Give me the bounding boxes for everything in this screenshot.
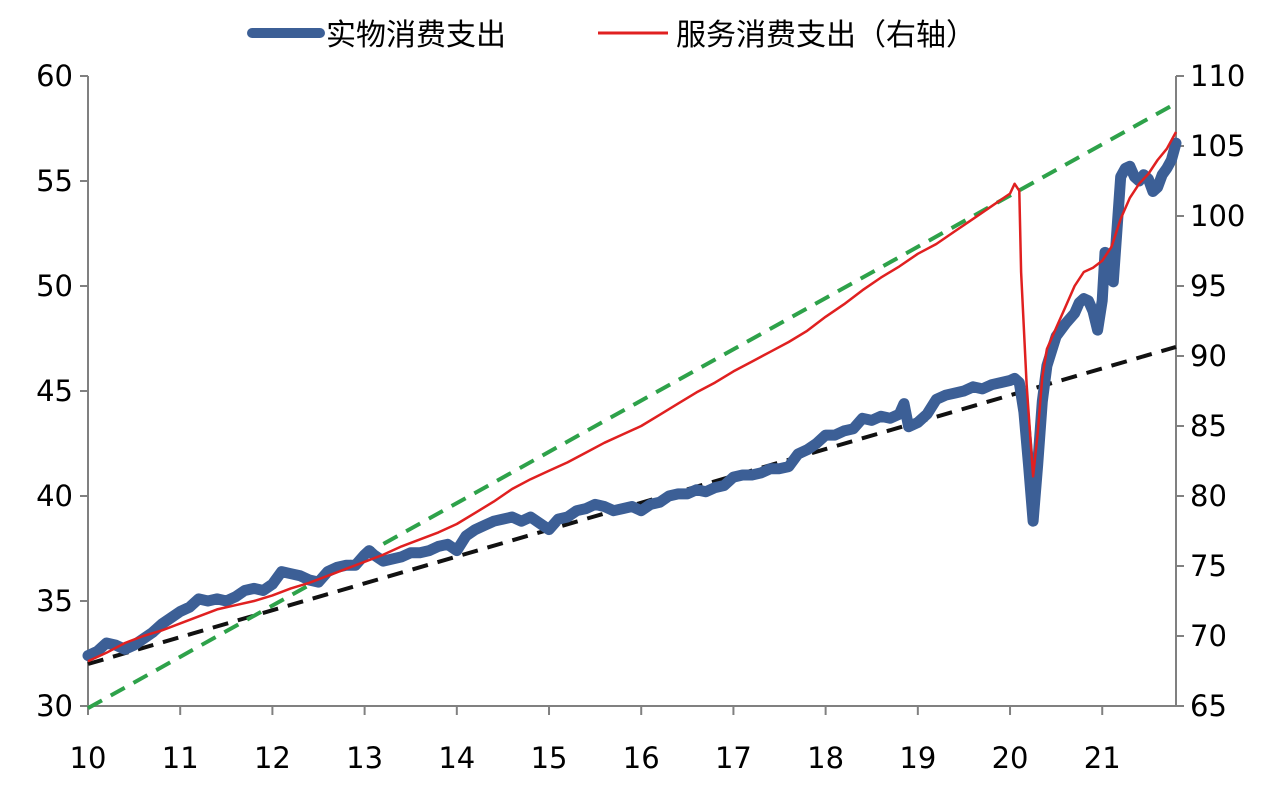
right-tick-label: 85 — [1190, 409, 1227, 443]
left-tick-label: 55 — [36, 164, 73, 198]
left-tick-label: 60 — [36, 59, 73, 93]
x-tick-label: 15 — [531, 741, 568, 775]
x-tick-label: 18 — [807, 741, 844, 775]
right-tick-label: 65 — [1190, 689, 1227, 723]
legend-label-services: 服务消费支出（右轴） — [676, 18, 976, 53]
legend: 实物消费支出 服务消费支出（右轴） — [247, 18, 976, 53]
x-tick-label: 10 — [70, 741, 107, 775]
right-tick-label: 70 — [1190, 619, 1227, 653]
x-tick-label: 17 — [715, 741, 752, 775]
axes: 30 35 40 45 50 55 60 65 70 75 80 85 90 95 100 105 110 10 1… — [36, 59, 1245, 775]
x-tick-label: 13 — [346, 741, 383, 775]
right-tick-label: 90 — [1190, 339, 1227, 373]
trend-line-physical — [87, 344, 1177, 666]
left-tick-label: 35 — [36, 584, 73, 618]
right-tick-label: 80 — [1190, 479, 1227, 513]
x-tick-label: 19 — [899, 741, 936, 775]
right-tick-label: 75 — [1190, 549, 1227, 583]
right-tick-label: 105 — [1190, 129, 1245, 163]
right-tick-label: 95 — [1190, 269, 1227, 303]
left-tick-label: 50 — [36, 269, 73, 303]
series-line-physical — [82, 137, 1182, 662]
x-tick-label: 12 — [254, 741, 291, 775]
trend-line-services — [87, 101, 1177, 710]
left-tick-label: 30 — [36, 689, 73, 723]
x-tick-label: 21 — [1084, 741, 1121, 775]
x-tick-label: 20 — [992, 741, 1029, 775]
left-tick-label: 40 — [36, 479, 73, 513]
legend-label-physical: 实物消费支出 — [326, 18, 506, 53]
series-line-services — [87, 131, 1178, 663]
plot-lines — [82, 101, 1182, 710]
x-tick-label: 11 — [162, 741, 199, 775]
right-tick-label: 110 — [1190, 59, 1245, 93]
x-tick-label: 14 — [438, 741, 475, 775]
left-tick-label: 45 — [36, 374, 73, 408]
right-tick-label: 100 — [1190, 199, 1245, 233]
x-tick-label: 16 — [623, 741, 660, 775]
